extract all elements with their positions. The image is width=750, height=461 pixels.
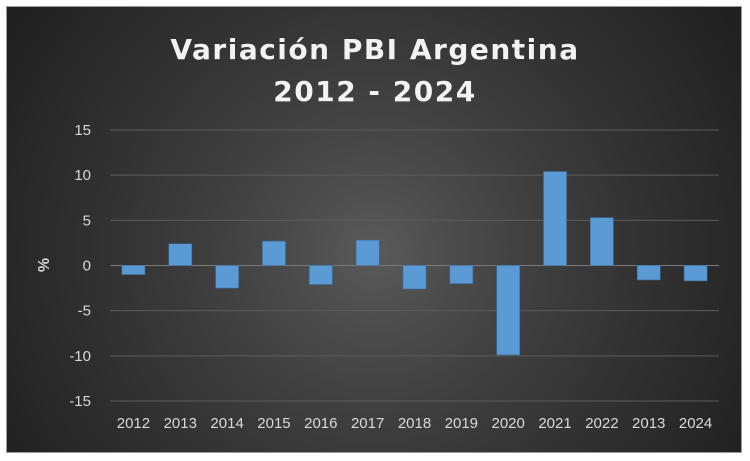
- x-tick-label: 2019: [445, 415, 478, 432]
- y-tick-label: 15: [74, 122, 91, 139]
- bar-2013-11: [636, 265, 661, 281]
- bar-2024-12: [683, 265, 708, 282]
- y-tick-label: -10: [69, 348, 91, 365]
- y-tick-label: -15: [69, 393, 91, 410]
- bar-2013-1: [168, 243, 193, 266]
- chart-title-line2: 2012 - 2024: [273, 75, 477, 108]
- x-tick-label: 2016: [304, 415, 337, 432]
- y-tick-label: 0: [83, 258, 91, 275]
- x-tick-label: 2012: [117, 415, 150, 432]
- bar-2012-0: [121, 265, 146, 275]
- x-tick-label: 2021: [538, 415, 571, 432]
- x-tick-label: 2024: [679, 415, 712, 432]
- x-tick-label: 2013: [632, 415, 665, 432]
- chart-frame: Variación PBI Argentina 2012 - 2024 15 10…: [6, 6, 742, 453]
- x-tick-label: 2017: [351, 415, 384, 432]
- x-axis-ticks: 2012 2013 2014 2015 2016 2017 2018 2019 2020 2021…: [117, 415, 713, 432]
- bar-2019-7: [449, 265, 474, 284]
- grid-lines: [110, 129, 719, 402]
- x-tick-label: 2018: [398, 415, 431, 432]
- y-axis-ticks: 15 10 5 0 -5 -10 -15: [69, 122, 91, 410]
- y-tick-label: 10: [74, 167, 91, 184]
- bar-2017-5: [355, 239, 380, 266]
- bar-2014-2: [215, 265, 239, 289]
- x-tick-label: 2020: [492, 415, 525, 432]
- bars: [121, 171, 708, 356]
- bar-2015-3: [262, 240, 286, 266]
- chart-title-line1: Variación PBI Argentina: [170, 33, 580, 66]
- bar-2021-9: [543, 171, 567, 266]
- bar-2018-6: [402, 265, 427, 290]
- y-axis-label: %: [36, 258, 53, 272]
- x-tick-label: 2015: [257, 415, 290, 432]
- y-tick-label: -5: [78, 303, 91, 320]
- bar-2020-8: [496, 265, 520, 356]
- x-tick-label: 2013: [164, 415, 197, 432]
- y-tick-label: 5: [83, 212, 91, 229]
- x-tick-label: 2022: [585, 415, 618, 432]
- bar-2016-4: [309, 265, 333, 285]
- bar-2022-10: [590, 217, 614, 266]
- x-tick-label: 2014: [210, 415, 243, 432]
